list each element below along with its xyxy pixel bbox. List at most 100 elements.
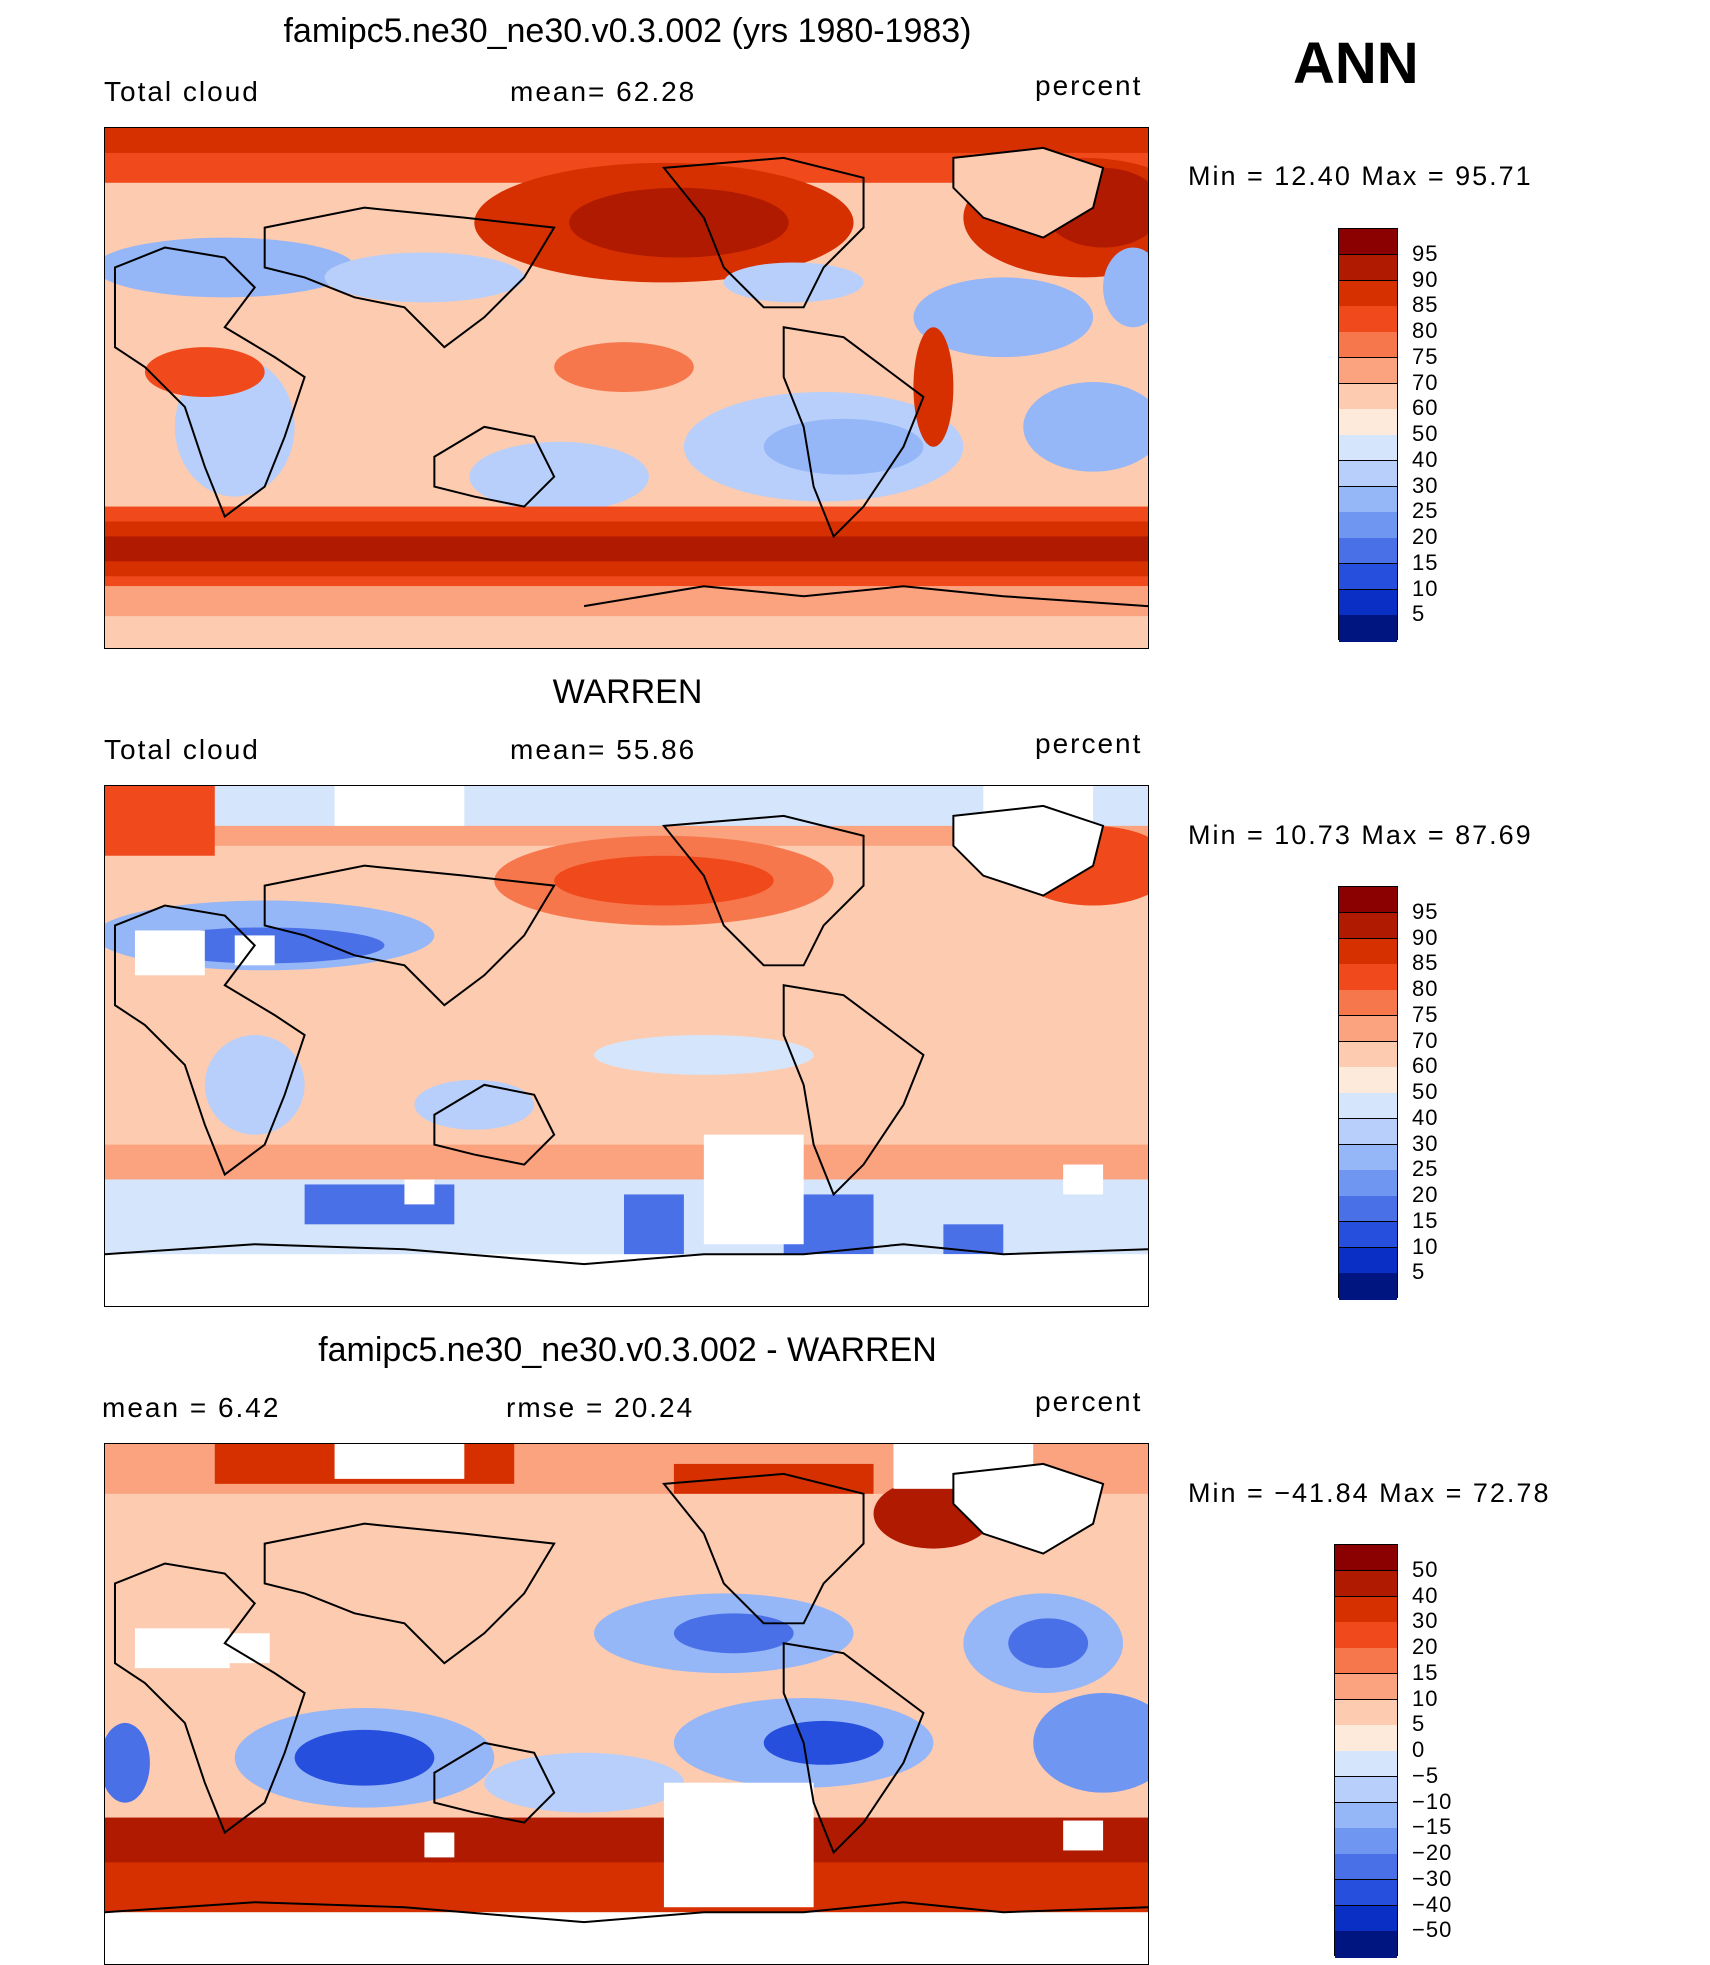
colorbar-segment — [1339, 357, 1397, 384]
colorbar-segment — [1335, 1879, 1397, 1906]
colorbar-tick-label: 50 — [1412, 1079, 1439, 1104]
panel-2-units-label: percent — [1035, 728, 1143, 759]
panel-2-minmax: Min = 10.73 Max = 87.69 — [1188, 820, 1533, 850]
colorbar-tick-label: 70 — [1412, 369, 1439, 395]
colorbar-segment — [1339, 486, 1397, 513]
colorbar-segment — [1339, 1093, 1397, 1120]
colorbar-segment — [1339, 1170, 1397, 1197]
colorbar-segment — [1335, 1622, 1397, 1649]
colorbar-segment — [1339, 615, 1397, 642]
season-label: ANN — [1293, 31, 1419, 96]
colorbar-box — [1338, 228, 1398, 642]
colorbar-tick-label: −10 — [1412, 1788, 1453, 1814]
colorbar-segment — [1335, 1648, 1397, 1675]
colorbar-segment — [1339, 1041, 1397, 1068]
colorbar-segment — [1335, 1725, 1397, 1752]
colorbar-segment — [1339, 306, 1397, 333]
colorbar-tick-label: 15 — [1412, 1659, 1439, 1685]
colorbar-tick-label: 95 — [1412, 898, 1439, 924]
colorbar-tick-label: 75 — [1412, 1001, 1439, 1027]
colorbar-segment — [1339, 563, 1397, 590]
colorbar-segment — [1335, 1570, 1397, 1597]
colorbar-tick-label: 30 — [1412, 1608, 1439, 1634]
colorbar-tick-label: −20 — [1412, 1840, 1453, 1865]
colorbar-segment — [1339, 1273, 1397, 1300]
colorbar-segment — [1339, 589, 1397, 616]
colorbar-tick-label: 5 — [1412, 1711, 1426, 1737]
panel-1-mean-label: mean= 62.28 — [510, 76, 697, 107]
colorbar-tick-label: 20 — [1412, 1182, 1439, 1207]
colorbar-tick-label: 40 — [1412, 1104, 1439, 1130]
colorbar-tick-label: 80 — [1412, 318, 1439, 343]
colorbar-segment — [1339, 229, 1397, 256]
colorbar-segment — [1335, 1673, 1397, 1700]
colorbar-segment — [1339, 460, 1397, 487]
colorbar-tick-label: −50 — [1412, 1917, 1453, 1943]
colorbar-segment — [1339, 1118, 1397, 1145]
colorbar-segment — [1339, 383, 1397, 410]
colorbar-tick-label: 20 — [1412, 524, 1439, 549]
colorbar-segment — [1339, 1067, 1397, 1094]
panel-2-title: WARREN — [552, 673, 703, 711]
colorbar-segment — [1335, 1802, 1397, 1829]
colorbar-tick-label: 30 — [1412, 472, 1439, 498]
colorbar-tick-label: 10 — [1412, 1233, 1439, 1259]
colorbar-tick-label: 5 — [1412, 1259, 1426, 1285]
colorbar-tick-label: 60 — [1412, 395, 1439, 421]
colorbar-tick-label: −15 — [1412, 1814, 1453, 1840]
colorbar-tick-label: 30 — [1412, 1130, 1439, 1156]
colorbar-tick-label: 0 — [1412, 1737, 1426, 1762]
colorbar-segment — [1335, 1828, 1397, 1855]
colorbar-tick-label: 85 — [1412, 950, 1439, 976]
colorbar-segment — [1339, 1144, 1397, 1171]
colorbar-segment — [1339, 512, 1397, 539]
colorbar-tick-label: 10 — [1412, 575, 1439, 601]
panel-1-units-label: percent — [1035, 70, 1143, 101]
panel-2-variable-label: Total cloud — [104, 734, 260, 765]
colorbar-segment — [1335, 1699, 1397, 1726]
colorbar-segment — [1339, 912, 1397, 939]
colorbar-tick-label: 50 — [1412, 1556, 1439, 1582]
difference-map — [104, 1443, 1149, 1965]
colorbar-box — [1338, 886, 1398, 1300]
colorbar-tick-label: 90 — [1412, 924, 1439, 950]
colorbar-segment — [1339, 990, 1397, 1017]
colorbar-tick-label: 75 — [1412, 343, 1439, 369]
colorbar-tick-label: 90 — [1412, 266, 1439, 292]
colorbar-tick-label: 80 — [1412, 976, 1439, 1001]
colorbar-tick-label: −30 — [1412, 1865, 1453, 1891]
colorbar-segment — [1335, 1776, 1397, 1803]
colorbar-segment — [1339, 1015, 1397, 1042]
colorbar-tick-label: −40 — [1412, 1891, 1453, 1917]
colorbar-segment — [1339, 887, 1397, 914]
colorbar-tick-label: 40 — [1412, 446, 1439, 472]
colorbar-tick-label: 25 — [1412, 1156, 1439, 1182]
colorbar-tick-label: 20 — [1412, 1634, 1439, 1659]
colorbar-segment — [1339, 938, 1397, 965]
colorbar-segment — [1339, 538, 1397, 565]
colorbar-segment — [1339, 1196, 1397, 1223]
panel-1-variable-label: Total cloud — [104, 76, 260, 107]
obs-total-cloud-map — [104, 785, 1149, 1307]
colorbar-segment — [1339, 254, 1397, 281]
panel-3-title: famipc5.ne30_ne30.v0.3.002 - WARREN — [318, 1331, 937, 1369]
colorbar-segment — [1335, 1751, 1397, 1778]
model-total-cloud-map — [104, 127, 1149, 649]
colorbar-tick-label: 60 — [1412, 1053, 1439, 1079]
colorbar-segment — [1335, 1905, 1397, 1932]
colorbar-segment — [1339, 1247, 1397, 1274]
colorbar-tick-label: 10 — [1412, 1685, 1439, 1711]
colorbar-tick-label: 15 — [1412, 549, 1439, 575]
colorbar-segment — [1339, 280, 1397, 307]
panel-3-units-label: percent — [1035, 1386, 1143, 1417]
colorbar-segment — [1339, 435, 1397, 462]
colorbar-tick-label: 5 — [1412, 601, 1426, 627]
colorbar-segment — [1335, 1596, 1397, 1623]
panel-3-rmse-label: rmse = 20.24 — [506, 1392, 695, 1423]
panel-2-mean-label: mean= 55.86 — [510, 734, 697, 765]
colorbar-segment — [1335, 1931, 1397, 1958]
colorbar-segment — [1339, 409, 1397, 436]
panel-1-minmax: Min = 12.40 Max = 95.71 — [1188, 161, 1533, 191]
colorbar-tick-label: 85 — [1412, 292, 1439, 318]
colorbar-segment — [1335, 1854, 1397, 1881]
